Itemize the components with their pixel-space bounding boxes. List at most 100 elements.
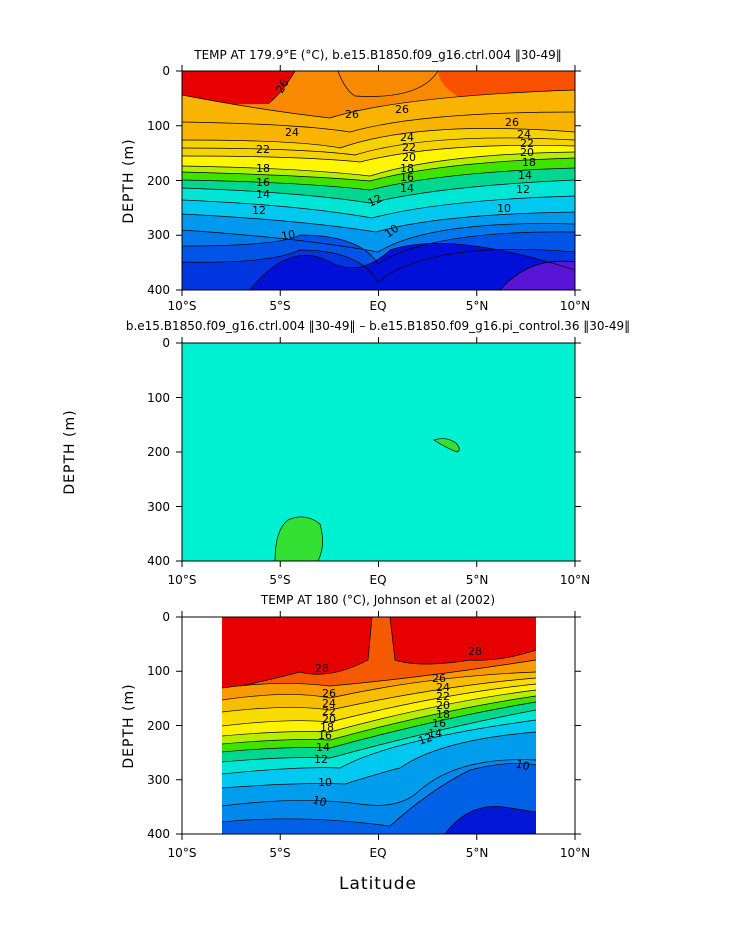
- panel-2: b.e15.B1850.f09_g16.ctrl.004 ‖30-49‖ – b…: [62, 319, 630, 587]
- y-tick-label: 300: [147, 500, 170, 514]
- y-tick-label: 400: [147, 283, 170, 297]
- y-tick-label: 100: [147, 664, 170, 678]
- contour-label: 14: [428, 727, 442, 740]
- x-tick-label: EQ: [369, 846, 386, 860]
- panel-3-axes: [176, 611, 581, 840]
- x-tick-label: EQ: [369, 299, 386, 313]
- y-tick-label: 200: [147, 719, 170, 733]
- y-tick-label: 300: [147, 228, 170, 242]
- x-tick-label: 10°S: [168, 846, 197, 860]
- contour-label: 14: [518, 169, 532, 182]
- y-tick-label: 300: [147, 773, 170, 787]
- contour-label: 28: [468, 645, 482, 658]
- contour-label: 10: [318, 776, 332, 789]
- contour-label: 16: [400, 171, 414, 184]
- contour-label: 20: [402, 151, 416, 164]
- contour-label: 26: [505, 116, 519, 129]
- panel-1-title: TEMP AT 179.9°E (°C), b.e15.B1850.f09_g1…: [193, 48, 562, 62]
- contour-label: 22: [436, 690, 450, 703]
- x-tick-label: 5°S: [269, 299, 290, 313]
- y-tick-label: 200: [147, 445, 170, 459]
- contour-label: 12: [417, 731, 435, 748]
- panel-1-contour-fill: 26 26 26 26 24 24 24 22 22 22 20 20 18 1…: [182, 71, 575, 290]
- panel-2-x-ticks: 10°S 5°S EQ 5°N 10°N: [168, 573, 591, 587]
- x-tick-label: 5°S: [269, 573, 290, 587]
- panel-3-contour-fill: 28 28 26 26 24 24 22 22 20 20 18 18 16 1…: [222, 617, 536, 834]
- panel-1-x-ticks: 10°S 5°S EQ 5°N 10°N: [168, 299, 591, 313]
- contour-label: 22: [322, 705, 336, 718]
- contour-label: 24: [517, 128, 531, 141]
- y-tick-label: 100: [147, 391, 170, 405]
- x-tick-label: 10°N: [560, 573, 590, 587]
- contour-label: 18: [436, 708, 450, 721]
- panel-3-x-ticks: 10°S 5°S EQ 5°N 10°N: [168, 846, 591, 860]
- contour-label: 26: [273, 77, 291, 96]
- contour-label: 12: [516, 183, 530, 196]
- contour-label: 18: [320, 721, 334, 734]
- panel-2-axes: [176, 337, 581, 567]
- contour-label: 10: [514, 757, 531, 773]
- y-tick-label: 200: [147, 174, 170, 188]
- x-tick-label: 10°S: [168, 299, 197, 313]
- x-tick-label: 5°N: [466, 299, 489, 313]
- contour-label: 26: [345, 108, 359, 121]
- y-tick-label: 100: [147, 119, 170, 133]
- contour-label: 16: [256, 176, 270, 189]
- panel-1-axes: [176, 65, 581, 296]
- contour-label: 12: [252, 204, 266, 217]
- contour-label: 24: [400, 131, 414, 144]
- x-axis-label: Latitude: [339, 874, 417, 894]
- y-tick-label: 0: [162, 64, 170, 78]
- panel-3-title: TEMP AT 180 (°C), Johnson et al (2002): [260, 593, 495, 607]
- contour-label: 20: [436, 699, 450, 712]
- contour-label: 14: [400, 182, 414, 195]
- contour-label: 24: [436, 681, 450, 694]
- x-tick-label: EQ: [369, 573, 386, 587]
- contour-label: 18: [256, 162, 270, 175]
- panel-2-title: b.e15.B1850.f09_g16.ctrl.004 ‖30-49‖ – b…: [126, 319, 630, 333]
- y-tick-label: 0: [162, 610, 170, 624]
- contour-label: 24: [285, 126, 299, 139]
- contour-label: 10: [311, 793, 328, 809]
- contour-label: 10: [280, 228, 296, 243]
- contour-label: 12: [314, 753, 328, 766]
- x-tick-label: 10°N: [560, 846, 590, 860]
- contour-label: 10: [497, 202, 511, 215]
- contour-label: 18: [522, 156, 536, 169]
- contour-label: 22: [402, 141, 416, 154]
- x-tick-label: 10°N: [560, 299, 590, 313]
- contour-label: 24: [322, 697, 336, 710]
- panel-1: TEMP AT 179.9°E (°C), b.e15.B1850.f09_g1…: [121, 48, 590, 313]
- panel-1-contour-labels: 26 26 26 26 24 24 24 22 22 22 20 20 18 1…: [252, 77, 536, 243]
- contour-label: 22: [520, 137, 534, 150]
- y-tick-label: 400: [147, 827, 170, 841]
- contour-label: 14: [256, 188, 270, 201]
- contour-label: 12: [366, 192, 384, 210]
- panel-3-contour-labels: 28 28 26 26 24 24 22 22 20 20 18 18 16 1…: [311, 645, 531, 810]
- panel-3-y-ticks: 0 100 200 300 400: [147, 610, 170, 841]
- contour-label: 28: [315, 662, 329, 675]
- panel-3: TEMP AT 180 (°C), Johnson et al (2002): [121, 593, 590, 894]
- x-tick-label: 5°N: [466, 846, 489, 860]
- x-tick-label: 10°S: [168, 573, 197, 587]
- contour-label: 22: [256, 143, 270, 156]
- x-tick-label: 5°S: [269, 846, 290, 860]
- x-tick-label: 5°N: [466, 573, 489, 587]
- contour-label: 26: [322, 687, 336, 700]
- contour-label: 20: [322, 713, 336, 726]
- contour-label: 16: [432, 717, 446, 730]
- contour-label: 18: [400, 162, 414, 175]
- panel-2-contour-fill: [182, 343, 575, 561]
- panel-2-y-ticks: 0 100 200 300 400: [147, 336, 170, 568]
- panel-1-y-ticks: 0 100 200 300 400: [147, 64, 170, 297]
- y-tick-label: 0: [162, 336, 170, 350]
- panel-1-y-axis-label: DEPTH (m): [121, 138, 137, 223]
- panel-3-y-axis-label: DEPTH (m): [121, 683, 137, 768]
- contour-label: 26: [395, 103, 409, 116]
- y-tick-label: 400: [147, 554, 170, 568]
- contour-label: 16: [318, 729, 332, 742]
- contour-label: 14: [316, 741, 330, 754]
- contour-label: 20: [520, 146, 534, 159]
- panel-2-y-axis-label: DEPTH (m): [62, 409, 78, 494]
